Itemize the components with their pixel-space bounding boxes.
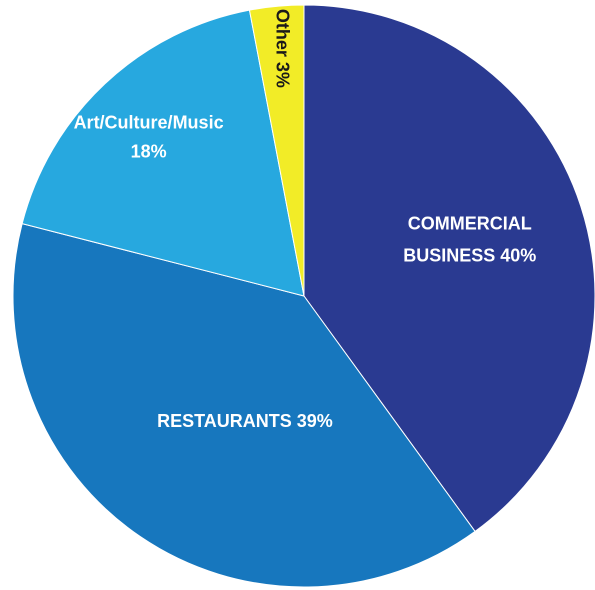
pie-slice-commercial-business	[303, 4, 595, 533]
slice-label-line: RESTAURANTS 39%	[157, 411, 333, 431]
slice-label-commercial-business: COMMERCIAL BUSINESS 40%	[403, 214, 536, 266]
slice-label-art-culture-music: Art/Culture/Music 18%	[74, 113, 224, 162]
slice-label-line: BUSINESS 40%	[403, 246, 536, 266]
slice-label-other: Other 3%	[273, 9, 293, 88]
slice-label-line: COMMERCIAL	[408, 214, 532, 234]
slice-label-line: Art/Culture/Music	[74, 113, 224, 133]
pie-slice-restaurants	[12, 223, 476, 588]
slice-label-restaurants: RESTAURANTS 39%	[157, 411, 333, 431]
slice-label-line: 18%	[131, 142, 167, 162]
pie-slice-other	[248, 4, 305, 297]
pie-slice-art-culture-music	[21, 9, 305, 297]
slice-label-line: Other 3%	[273, 9, 293, 88]
